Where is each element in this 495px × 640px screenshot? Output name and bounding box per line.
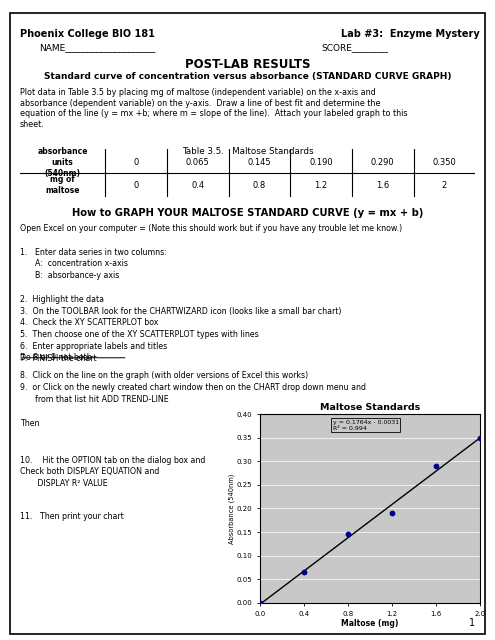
Text: 0.8: 0.8 bbox=[253, 180, 266, 189]
Text: y = 0.1764x - 0.0031
R² = 0.994: y = 0.1764x - 0.0031 R² = 0.994 bbox=[333, 420, 398, 431]
Text: 1: 1 bbox=[469, 618, 475, 628]
Text: 0: 0 bbox=[133, 158, 139, 167]
Text: 1.2: 1.2 bbox=[314, 180, 328, 189]
Text: Lab #3:  Enzyme Mystery: Lab #3: Enzyme Mystery bbox=[342, 29, 480, 39]
X-axis label: Maltose (mg): Maltose (mg) bbox=[342, 620, 398, 628]
Text: 10.    Hit the OPTION tab on the dialog box and
Check both DISPLAY EQUATION and
: 10. Hit the OPTION tab on the dialog box… bbox=[20, 456, 205, 488]
Text: SCORE________: SCORE________ bbox=[322, 44, 389, 52]
Text: 0.4: 0.4 bbox=[191, 180, 204, 189]
Title: Maltose Standards: Maltose Standards bbox=[320, 403, 420, 412]
Point bbox=[476, 433, 484, 443]
Text: absorbance
units
(540nm): absorbance units (540nm) bbox=[37, 147, 88, 178]
FancyBboxPatch shape bbox=[10, 13, 485, 634]
Point bbox=[344, 529, 352, 540]
Point bbox=[388, 508, 396, 518]
Text: Plot data in Table 3.5 by placing mg of maltose (independent variable) on the x-: Plot data in Table 3.5 by placing mg of … bbox=[20, 88, 407, 129]
Text: 11.   Then print your chart: 11. Then print your chart bbox=[20, 512, 124, 521]
Point bbox=[256, 598, 264, 608]
Text: Do 8 or 9 not both: Do 8 or 9 not both bbox=[20, 353, 92, 362]
Text: 0.190: 0.190 bbox=[309, 158, 333, 167]
Text: Open Excel on your computer = (Note this should work but if you have any trouble: Open Excel on your computer = (Note this… bbox=[20, 224, 402, 363]
Point bbox=[432, 461, 440, 471]
Text: How to GRAPH YOUR MALTOSE STANDARD CURVE (y = mx + b): How to GRAPH YOUR MALTOSE STANDARD CURVE… bbox=[72, 208, 423, 218]
Text: 0.065: 0.065 bbox=[186, 158, 209, 167]
Text: Standard curve of concentration versus absorbance (STANDARD CURVE GRAPH): Standard curve of concentration versus a… bbox=[44, 72, 451, 81]
Text: 1.6: 1.6 bbox=[376, 180, 390, 189]
Text: Table 3.5.   Maltose Standards: Table 3.5. Maltose Standards bbox=[182, 147, 313, 156]
Text: 2: 2 bbox=[442, 180, 447, 189]
Text: 0.290: 0.290 bbox=[371, 158, 395, 167]
Y-axis label: Absorbance (540nm): Absorbance (540nm) bbox=[229, 474, 235, 543]
Text: Phoenix College BIO 181: Phoenix College BIO 181 bbox=[20, 29, 154, 39]
Point bbox=[300, 567, 308, 577]
Text: NAME____________________: NAME____________________ bbox=[40, 44, 156, 52]
Text: mg of
maltose: mg of maltose bbox=[45, 175, 80, 195]
Text: 0: 0 bbox=[133, 180, 139, 189]
Text: 0.145: 0.145 bbox=[248, 158, 271, 167]
Text: 8.  Click on the line on the graph (with older versions of Excel this works)
9. : 8. Click on the line on the graph (with … bbox=[20, 360, 366, 428]
Text: POST-LAB RESULTS: POST-LAB RESULTS bbox=[185, 58, 310, 70]
Text: 0.350: 0.350 bbox=[433, 158, 456, 167]
